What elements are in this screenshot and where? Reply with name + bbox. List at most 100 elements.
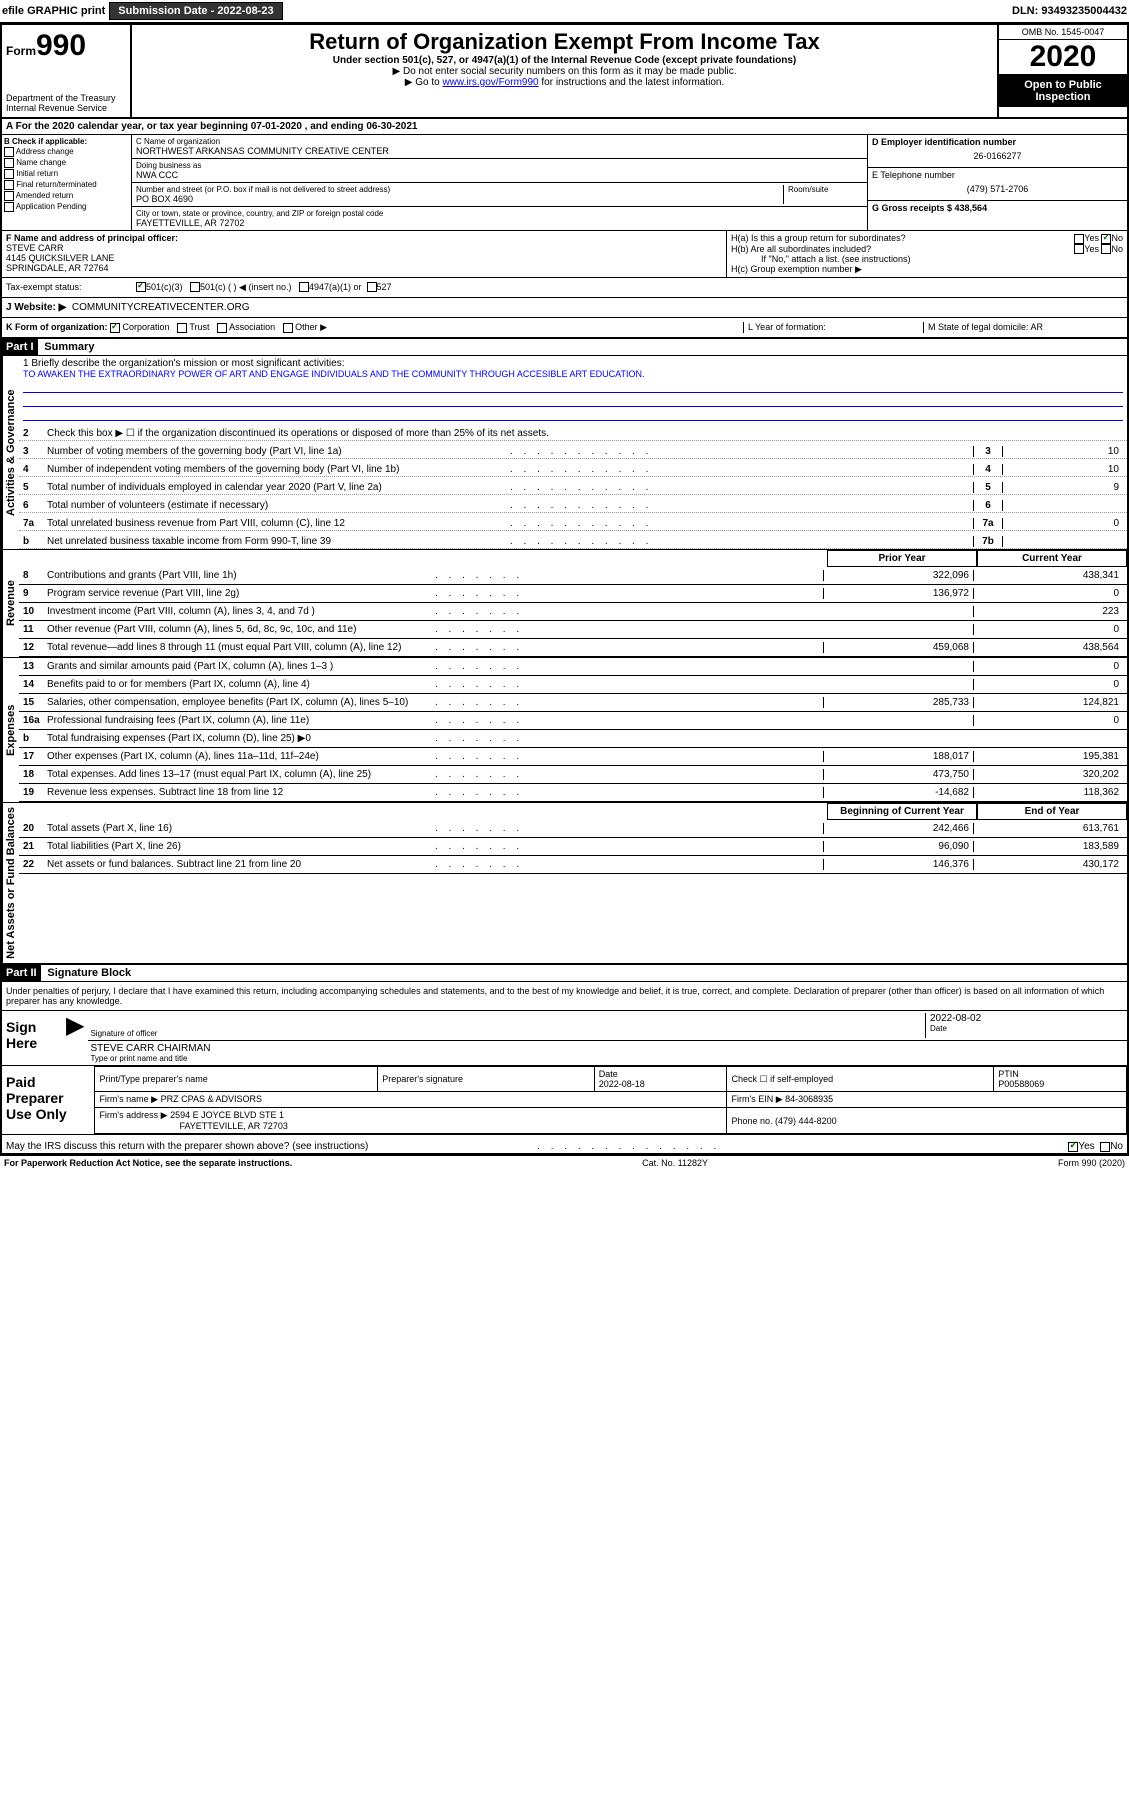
kform-row: K Form of organization: Corporation Trus…: [2, 318, 1127, 339]
data-line: 16aProfessional fundraising fees (Part I…: [19, 712, 1127, 730]
section-b-checkbox[interactable]: [4, 180, 14, 190]
kform-checkbox[interactable]: [110, 323, 120, 333]
form-header: Form990 Department of the Treasury Inter…: [2, 25, 1127, 119]
section-b: B Check if applicable: Address change Na…: [2, 135, 132, 230]
data-line: 15Salaries, other compensation, employee…: [19, 694, 1127, 712]
section-b-item: Application Pending: [4, 202, 129, 212]
section-b-checkbox[interactable]: [4, 191, 14, 201]
addr-row: Number and street (or P.O. box if mail i…: [132, 183, 867, 207]
section-b-item: Address change: [4, 147, 129, 157]
submission-date-button[interactable]: Submission Date - 2022-08-23: [109, 2, 282, 20]
dln-label: DLN: 93493235004432: [1012, 5, 1127, 17]
ha-row: H(a) Is this a group return for subordin…: [731, 233, 1123, 244]
part1-body: Activities & Governance 1 Briefly descri…: [2, 356, 1127, 549]
org-name-row: C Name of organization NORTHWEST ARKANSA…: [132, 135, 867, 159]
data-line: 21Total liabilities (Part X, line 26). .…: [19, 838, 1127, 856]
efile-label: efile GRAPHIC print: [2, 5, 105, 17]
data-line: 13Grants and similar amounts paid (Part …: [19, 658, 1127, 676]
part1-header: Part I: [2, 339, 38, 355]
title-block: Return of Organization Exempt From Incom…: [132, 25, 997, 117]
part1-gov-content: 1 Briefly describe the organization's mi…: [19, 356, 1127, 549]
527-checkbox[interactable]: [367, 282, 377, 292]
kform-left: K Form of organization: Corporation Trus…: [6, 322, 743, 333]
section-c: C Name of organization NORTHWEST ARKANSA…: [132, 135, 867, 230]
irs-link[interactable]: www.irs.gov/Form990: [442, 77, 538, 88]
data-line: 20Total assets (Part X, line 16). . . . …: [19, 820, 1127, 838]
part1-exp: Expenses 13Grants and similar amounts pa…: [2, 657, 1127, 802]
topbar: efile GRAPHIC print Submission Date - 20…: [0, 0, 1129, 23]
part1-rev: Revenue Prior Year Current Year 8Contrib…: [2, 549, 1127, 657]
kform-checkbox[interactable]: [283, 323, 293, 333]
4947-checkbox[interactable]: [299, 282, 309, 292]
section-f: F Name and address of principal officer:…: [2, 231, 727, 277]
officer-sig-line: Signature of officer 2022-08-02 Date: [88, 1011, 1127, 1041]
501c-checkbox[interactable]: [190, 282, 200, 292]
section-b-checkbox[interactable]: [4, 147, 14, 157]
omb-block: OMB No. 1545-0047 2020 Open to Public In…: [997, 25, 1127, 117]
hb-yes-checkbox[interactable]: [1074, 244, 1084, 254]
ha-no-checkbox[interactable]: [1101, 234, 1111, 244]
rev-col-header: Prior Year Current Year: [19, 550, 1127, 567]
data-line: 9Program service revenue (Part VIII, lin…: [19, 585, 1127, 603]
info-grid: B Check if applicable: Address change Na…: [2, 135, 1127, 231]
vtext-expenses: Expenses: [2, 658, 19, 802]
form-year: 2020: [999, 40, 1127, 75]
ein-row: D Employer identification number 26-0166…: [868, 135, 1127, 168]
section-b-checkbox[interactable]: [4, 202, 14, 212]
line2: 2Check this box ▶ ☐ if the organization …: [19, 423, 1127, 441]
hb-row: H(b) Are all subordinates included? Yes …: [731, 244, 1123, 255]
sign-here-block: Sign Here ▶ Signature of officer 2022-08…: [2, 1010, 1127, 1066]
data-line: 18Total expenses. Add lines 13–17 (must …: [19, 766, 1127, 784]
gov-line: 7aTotal unrelated business revenue from …: [19, 513, 1127, 531]
discuss-yes-checkbox[interactable]: [1068, 1142, 1078, 1152]
data-line: bTotal fundraising expenses (Part IX, co…: [19, 730, 1127, 748]
dba-row: Doing business as NWA CCC: [132, 159, 867, 183]
ha-yes-checkbox[interactable]: [1074, 234, 1084, 244]
footer-mid: Cat. No. 11282Y: [642, 1158, 708, 1168]
gov-line: bNet unrelated business taxable income f…: [19, 531, 1127, 549]
officer-name-line: STEVE CARR CHAIRMAN Type or print name a…: [88, 1041, 1127, 1065]
section-b-checkbox[interactable]: [4, 158, 14, 168]
form-main: Form990 Department of the Treasury Inter…: [0, 23, 1129, 1155]
kform-checkbox[interactable]: [217, 323, 227, 333]
kform-checkbox[interactable]: [177, 323, 187, 333]
part1-header-row: Part I Summary: [2, 339, 1127, 356]
hb-no-checkbox[interactable]: [1101, 244, 1111, 254]
form-title: Return of Organization Exempt From Incom…: [140, 29, 989, 55]
state-domicile: M State of legal domicile: AR: [923, 322, 1123, 333]
footer-left: For Paperwork Reduction Act Notice, see …: [4, 1158, 292, 1168]
form-prefix: Form: [6, 44, 36, 58]
section-b-label: B Check if applicable:: [4, 137, 129, 146]
data-line: 10Investment income (Part VIII, column (…: [19, 603, 1127, 621]
sig-fields: Signature of officer 2022-08-02 Date STE…: [88, 1011, 1127, 1065]
data-line: 17Other expenses (Part IX, column (A), l…: [19, 748, 1127, 766]
form-subtitle: Under section 501(c), 527, or 4947(a)(1)…: [140, 55, 989, 66]
open-public-label: Open to Public Inspection: [999, 75, 1127, 107]
data-line: 12Total revenue—add lines 8 through 11 (…: [19, 639, 1127, 657]
department-label: Department of the Treasury Internal Reve…: [6, 93, 126, 113]
data-line: 22Net assets or fund balances. Subtract …: [19, 856, 1127, 874]
discuss-row: May the IRS discuss this return with the…: [2, 1135, 1127, 1153]
website-row: J Website: ▶ COMMUNITYCREATIVECENTER.ORG: [2, 298, 1127, 318]
gov-line: 5Total number of individuals employed in…: [19, 477, 1127, 495]
preparer-table: Print/Type preparer's name Preparer's si…: [94, 1066, 1127, 1134]
footer-right: Form 990 (2020): [1058, 1158, 1125, 1168]
vtext-revenue: Revenue: [2, 550, 19, 657]
501c3-checkbox[interactable]: [136, 282, 146, 292]
part1-rev-content: Prior Year Current Year 8Contributions a…: [19, 550, 1127, 657]
sign-here-label: Sign Here: [2, 1011, 62, 1065]
page-footer: For Paperwork Reduction Act Notice, see …: [0, 1155, 1129, 1170]
paid-preparer-block: Paid Preparer Use Only Print/Type prepar…: [2, 1066, 1127, 1135]
net-col-header: Beginning of Current Year End of Year: [19, 803, 1127, 820]
part1-title: Summary: [40, 339, 98, 355]
calendar-year-row: A For the 2020 calendar year, or tax yea…: [2, 119, 1127, 135]
gov-line: 6Total number of volunteers (estimate if…: [19, 495, 1127, 513]
discuss-no-checkbox[interactable]: [1100, 1142, 1110, 1152]
data-line: 8Contributions and grants (Part VIII, li…: [19, 567, 1127, 585]
gross-row: G Gross receipts $ 438,564: [868, 201, 1127, 215]
gov-line: 3Number of voting members of the governi…: [19, 441, 1127, 459]
section-b-checkbox[interactable]: [4, 169, 14, 179]
perjury-text: Under penalties of perjury, I declare th…: [2, 982, 1127, 1010]
form-note2: ▶ Go to www.irs.gov/Form990 for instruct…: [140, 77, 989, 88]
part1-exp-content: 13Grants and similar amounts paid (Part …: [19, 658, 1127, 802]
